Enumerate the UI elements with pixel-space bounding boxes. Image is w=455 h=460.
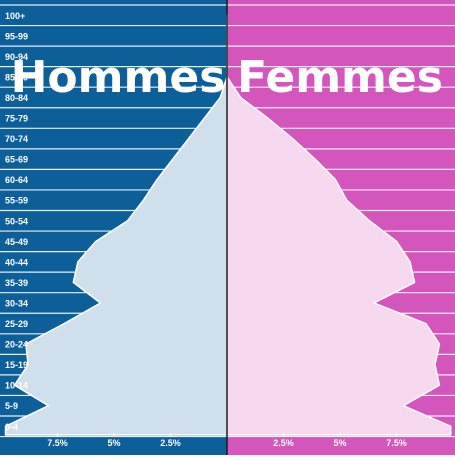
- age-group-label: 30-34: [5, 298, 28, 308]
- x-tick-label: 5%: [107, 438, 120, 448]
- age-group-label: 35-39: [5, 278, 28, 288]
- age-group-label: 65-69: [5, 155, 28, 165]
- age-group-label: 40-44: [5, 257, 28, 267]
- x-tick-label: 7.5%: [47, 438, 68, 448]
- age-group-label: 15-19: [5, 360, 28, 370]
- right-panel-title: Femmes: [237, 52, 443, 103]
- x-tick-label: 7.5%: [386, 438, 407, 448]
- age-group-label: 60-64: [5, 175, 28, 185]
- age-group-label: 100+: [5, 11, 25, 21]
- age-group-label: 95-99: [5, 31, 28, 41]
- age-group-label: 70-74: [5, 134, 28, 144]
- x-tick-label: 5%: [333, 438, 346, 448]
- age-group-label: 50-54: [5, 216, 28, 226]
- age-group-label: 45-49: [5, 237, 28, 247]
- left-panel-title: Hommes: [11, 52, 226, 103]
- age-group-label: 55-59: [5, 196, 28, 206]
- age-group-label: 0-4: [5, 422, 18, 432]
- age-group-label: 90-94: [5, 52, 28, 62]
- x-tick-label: 2.5%: [273, 438, 294, 448]
- age-group-label: 20-24: [5, 340, 28, 350]
- age-group-label: 5-9: [5, 401, 18, 411]
- age-group-label: 80-84: [5, 93, 28, 103]
- age-group-label: 85-89: [5, 72, 28, 82]
- age-group-label: 10-14: [5, 381, 28, 391]
- age-group-label: 25-29: [5, 319, 28, 329]
- age-group-label: 75-79: [5, 114, 28, 124]
- x-tick-label: 2.5%: [160, 438, 181, 448]
